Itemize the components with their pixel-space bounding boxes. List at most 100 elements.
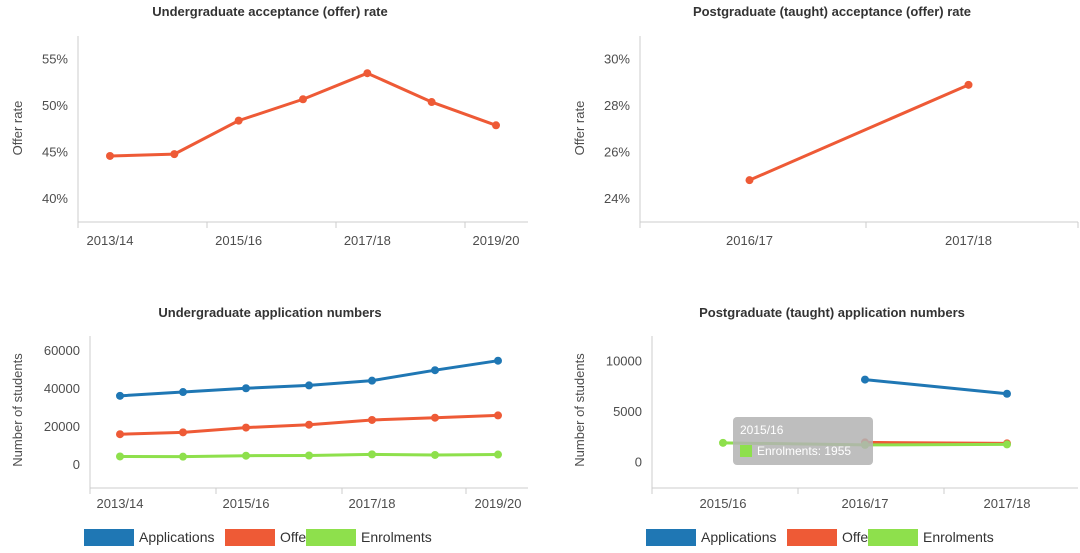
tooltip-title: 2015/16 — [740, 423, 784, 437]
data-point-offers[interactable] — [964, 80, 973, 89]
y-tick-label: 0 — [73, 457, 80, 472]
legend-label: Applications — [139, 529, 215, 545]
x-tick-label: 2015/16 — [223, 496, 270, 511]
y-tick-label: 40000 — [44, 381, 80, 396]
x-tick-label: 2017/18 — [945, 233, 992, 248]
legend-swatch — [787, 529, 837, 546]
chart-2: Postgraduate (taught) acceptance (offer)… — [572, 4, 1079, 248]
data-point-offers[interactable] — [116, 430, 124, 439]
series-line-offers — [748, 83, 970, 182]
legend-label: Applications — [701, 529, 777, 545]
x-tick-label: 2019/20 — [473, 233, 520, 248]
legend-label: Enrolments — [361, 529, 432, 545]
data-point-offers[interactable] — [234, 116, 243, 125]
data-point-enrolments[interactable] — [305, 451, 313, 460]
data-point-applications[interactable] — [179, 388, 187, 397]
data-point-enrolments[interactable] — [179, 452, 187, 461]
y-tick-label: 20000 — [44, 419, 80, 434]
y-tick-label: 60000 — [44, 343, 80, 358]
y-tick-label: 0 — [635, 455, 642, 470]
data-point-enrolments[interactable] — [242, 451, 250, 460]
data-point-offers[interactable] — [299, 95, 307, 104]
legend-item-offers[interactable]: Offers — [787, 529, 880, 546]
x-tick-label: 2015/16 — [700, 496, 747, 511]
chart-title: Undergraduate application numbers — [158, 305, 381, 320]
data-point-applications[interactable] — [431, 366, 439, 375]
series-line-applications — [118, 359, 500, 398]
data-point-enrolments[interactable] — [1003, 440, 1011, 449]
x-tick-label: 2016/17 — [842, 496, 889, 511]
data-point-enrolments[interactable] — [431, 450, 439, 459]
y-axis-label: Offer rate — [10, 101, 25, 156]
x-tick-label: 2013/14 — [97, 496, 144, 511]
data-point-applications[interactable] — [368, 376, 376, 385]
data-point-applications[interactable] — [242, 384, 250, 393]
y-axis-label: Number of students — [572, 353, 587, 467]
y-tick-label: 10000 — [606, 353, 642, 368]
series-line-applications — [863, 378, 1009, 396]
data-point-applications[interactable] — [861, 375, 869, 384]
tooltip: 2015/16 Enrolments: 1955 — [733, 417, 873, 465]
y-tick-label: 28% — [604, 98, 630, 113]
data-point-offers[interactable] — [745, 176, 754, 185]
chart-title: Postgraduate (taught) acceptance (offer)… — [693, 4, 971, 19]
tooltip-box — [733, 417, 873, 465]
data-point-enrolments[interactable] — [719, 438, 727, 447]
legend-swatch — [306, 529, 356, 546]
data-point-offers[interactable] — [368, 415, 376, 424]
chart-title: Undergraduate acceptance (offer) rate — [152, 4, 388, 19]
data-point-enrolments[interactable] — [494, 450, 502, 459]
y-axis-label: Number of students — [10, 353, 25, 467]
legend-label: Enrolments — [923, 529, 994, 545]
legend-swatch — [225, 529, 275, 546]
data-point-applications[interactable] — [116, 391, 124, 400]
y-tick-label: 30% — [604, 51, 630, 66]
tooltip-swatch — [740, 445, 752, 457]
legend-swatch — [646, 529, 696, 546]
data-point-offers[interactable] — [170, 150, 179, 159]
data-point-offers[interactable] — [492, 121, 500, 130]
legend-item-applications[interactable]: Applications — [646, 529, 777, 546]
y-tick-label: 50% — [42, 98, 68, 113]
legend: Applications Offers Enrolments — [84, 529, 432, 546]
x-tick-label: 2017/18 — [984, 496, 1031, 511]
y-tick-label: 26% — [604, 144, 630, 159]
y-tick-label: 24% — [604, 191, 630, 206]
data-point-enrolments[interactable] — [116, 452, 124, 461]
legend-item-enrolments[interactable]: Enrolments — [306, 529, 432, 546]
data-point-offers[interactable] — [106, 151, 114, 160]
data-point-offers[interactable] — [363, 69, 372, 78]
x-tick-label: 2019/20 — [475, 496, 522, 511]
x-tick-label: 2017/18 — [344, 233, 391, 248]
data-point-applications[interactable] — [494, 356, 502, 365]
data-point-applications[interactable] — [1003, 389, 1011, 398]
chart-title: Postgraduate (taught) application number… — [699, 305, 965, 320]
x-tick-label: 2013/14 — [87, 233, 134, 248]
chart-1: Undergraduate acceptance (offer) rate Off… — [10, 4, 528, 248]
tooltip-value: Enrolments: 1955 — [757, 444, 851, 458]
legend: Applications Offers Enrolments — [646, 529, 994, 546]
legend-item-applications[interactable]: Applications — [84, 529, 215, 546]
data-point-offers[interactable] — [242, 423, 250, 432]
data-point-offers[interactable] — [305, 420, 313, 429]
x-tick-label: 2015/16 — [215, 233, 262, 248]
y-tick-label: 45% — [42, 144, 68, 159]
legend-item-enrolments[interactable]: Enrolments — [868, 529, 994, 546]
y-tick-label: 5000 — [613, 404, 642, 419]
y-tick-label: 55% — [42, 51, 68, 66]
x-tick-label: 2016/17 — [726, 233, 773, 248]
data-point-offers[interactable] — [179, 428, 187, 437]
chart-3: Undergraduate application numbers Number … — [10, 305, 528, 546]
data-point-offers[interactable] — [431, 413, 439, 422]
y-tick-label: 40% — [42, 191, 68, 206]
data-point-applications[interactable] — [305, 381, 313, 390]
data-point-offers[interactable] — [494, 411, 502, 420]
legend-item-offers[interactable]: Offers — [225, 529, 318, 546]
legend-swatch — [84, 529, 134, 546]
x-tick-label: 2017/18 — [349, 496, 396, 511]
chart-4: Postgraduate (taught) application number… — [572, 305, 1078, 546]
y-axis-label: Offer rate — [572, 101, 587, 156]
data-point-offers[interactable] — [427, 98, 436, 107]
data-point-enrolments[interactable] — [368, 450, 376, 459]
